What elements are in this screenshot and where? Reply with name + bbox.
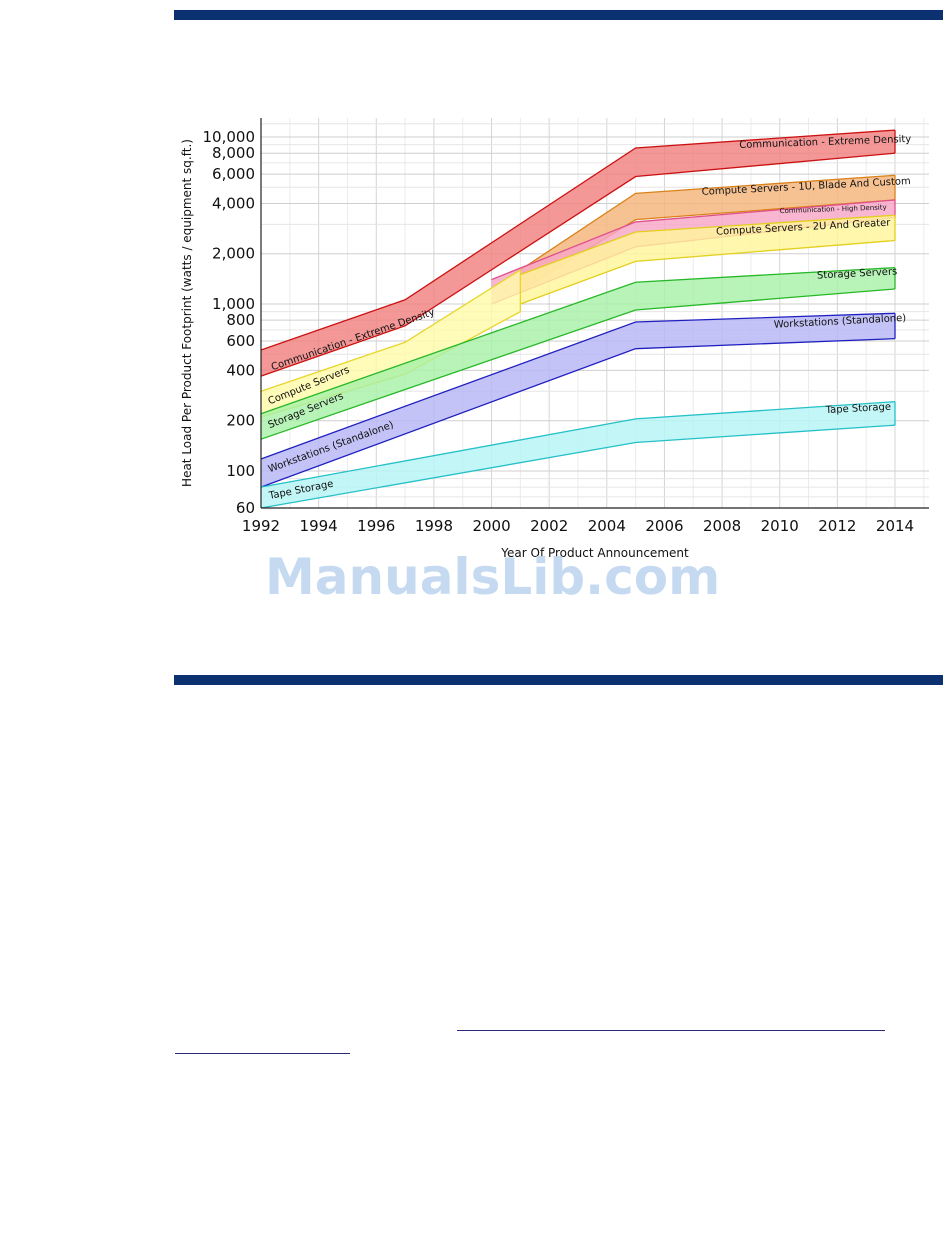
hyperlink-underline-continued[interactable] bbox=[175, 1053, 350, 1054]
band-upper-edge-5 bbox=[260, 267, 896, 415]
band-upper-edge-0 bbox=[260, 129, 896, 351]
y-tick-label: 600 bbox=[226, 332, 255, 350]
x-tick-label: 2006 bbox=[645, 517, 683, 535]
x-tick-label: 1992 bbox=[242, 517, 280, 535]
band-lower-edge-5 bbox=[260, 288, 896, 440]
y-tick-label: 2,000 bbox=[212, 245, 255, 263]
band-4 bbox=[261, 269, 521, 418]
band-upper-edge-3 bbox=[520, 214, 896, 276]
x-axis-title: Year Of Product Announcement bbox=[500, 546, 689, 560]
y-axis-title: Heat Load Per Product Footprint (watts /… bbox=[180, 139, 194, 487]
y-tick-label: 400 bbox=[226, 361, 255, 379]
band-label-5-1: Storage Servers bbox=[817, 266, 898, 281]
y-tick-label: 10,000 bbox=[203, 128, 256, 146]
band-lower-edge-7 bbox=[260, 424, 896, 509]
band-7 bbox=[261, 401, 895, 508]
band-upper-edge-4 bbox=[260, 269, 521, 392]
hyperlink-underline[interactable] bbox=[457, 1030, 885, 1031]
watermark-text: ManualsLib.com bbox=[265, 548, 721, 606]
y-tick-label: 100 bbox=[226, 462, 255, 480]
band-upper-edge-2 bbox=[491, 199, 896, 281]
band-upper-edge-1 bbox=[520, 174, 896, 271]
band-lower-edge-3 bbox=[520, 239, 896, 305]
band-lower-edge-0 bbox=[260, 152, 896, 377]
y-tick-label: 800 bbox=[226, 311, 255, 329]
band-upper-edge-7 bbox=[260, 401, 896, 488]
x-tick-label: 2010 bbox=[761, 517, 799, 535]
x-tick-label: 2002 bbox=[530, 517, 568, 535]
x-tick-label: 1998 bbox=[415, 517, 453, 535]
footer-rule bbox=[174, 675, 943, 685]
band-0 bbox=[261, 130, 895, 377]
band-lower-edge-6 bbox=[260, 338, 896, 488]
band-1 bbox=[520, 175, 895, 291]
y-tick-label: 8,000 bbox=[212, 144, 255, 162]
chart-axes: 1992 1994 1996 1998 2000 2002 2004 2006 2008 2010… bbox=[203, 118, 929, 535]
header-rule bbox=[174, 10, 943, 20]
heat-load-chart: 1992 1994 1996 1998 2000 2002 2004 2006 2008 2010… bbox=[180, 118, 929, 560]
band-6 bbox=[261, 313, 895, 488]
y-tick-label: 1,000 bbox=[212, 295, 255, 313]
y-tick-label: 200 bbox=[226, 412, 255, 430]
band-label-7-1: Tape Storage bbox=[824, 402, 891, 416]
x-tick-label: 2014 bbox=[876, 517, 914, 535]
x-tick-label: 2008 bbox=[703, 517, 741, 535]
y-tick-label: 6,000 bbox=[212, 165, 255, 183]
x-tick-label: 2012 bbox=[818, 517, 856, 535]
chart-bands bbox=[260, 129, 896, 509]
y-tick-label: 4,000 bbox=[212, 194, 255, 212]
y-tick-label: 60 bbox=[236, 499, 255, 517]
x-tick-label: 1996 bbox=[357, 517, 395, 535]
band-5 bbox=[261, 267, 895, 440]
x-tick-label: 2004 bbox=[588, 517, 626, 535]
x-tick-label: 1994 bbox=[300, 517, 338, 535]
x-tick-label: 2000 bbox=[472, 517, 510, 535]
band-upper-edge-6 bbox=[260, 312, 896, 460]
band-label-2-0: Communication - High Density bbox=[780, 203, 887, 215]
band-3 bbox=[520, 215, 895, 304]
